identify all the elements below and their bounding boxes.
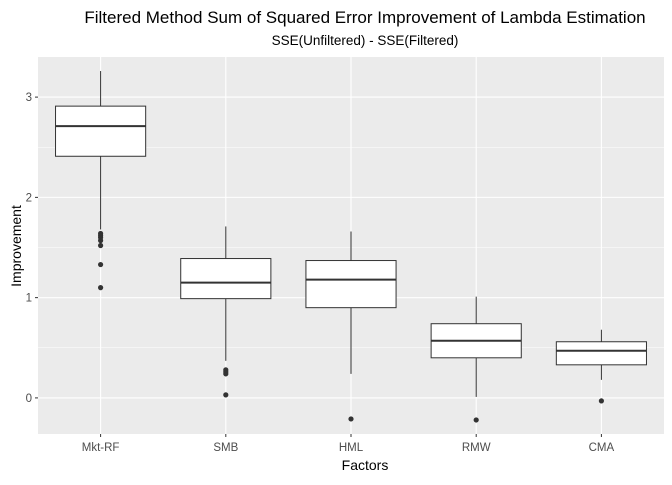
outlier-point <box>223 367 229 373</box>
box-group-mkt-rf <box>55 71 147 291</box>
box-iqr <box>555 341 647 366</box>
y-tick-label: 1 <box>26 293 32 305</box>
outlier-point <box>598 398 605 404</box>
outlier-point <box>223 392 229 398</box>
outlier-point <box>98 285 104 291</box>
x-tick-label: RMW <box>462 442 491 454</box>
boxplot-series <box>55 71 647 423</box>
chart-title: Filtered Method Sum of Squared Error Imp… <box>84 8 645 27</box>
outlier-point <box>348 416 354 422</box>
outlier-point <box>473 417 479 423</box>
box-group-cma <box>555 329 647 404</box>
box-iqr <box>180 258 272 300</box>
x-tick-label: HML <box>339 442 364 454</box>
box-iqr <box>55 105 147 157</box>
y-tick-label: 2 <box>26 192 32 204</box>
chart-subtitle: SSE(Unfiltered) - SSE(Filtered) <box>272 33 459 48</box>
x-tick-label: Mkt-RF <box>82 442 120 454</box>
outlier-point <box>98 261 104 268</box>
y-axis: 0 1 2 3 <box>26 92 38 405</box>
box-group-hml <box>305 231 397 422</box>
x-axis-title: Factors <box>342 457 389 473</box>
x-tick-label: SMB <box>213 442 238 454</box>
outlier-point <box>98 230 104 237</box>
outlier-point <box>98 242 104 249</box>
y-tick-label: 3 <box>26 92 32 104</box>
box-group-rmw <box>430 296 522 423</box>
y-axis-title: Improvement <box>8 205 24 287</box>
y-tick-label: 0 <box>26 393 32 405</box>
x-tick-label: CMA <box>589 442 615 454</box>
box-iqr <box>305 260 397 309</box>
box-group-smb <box>180 226 272 398</box>
x-axis: Mkt-RF SMB HML RMW CMA <box>82 434 615 454</box>
